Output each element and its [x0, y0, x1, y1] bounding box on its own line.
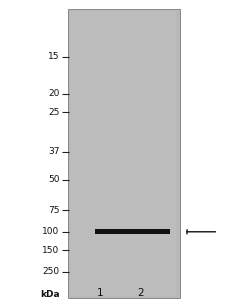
Text: kDa: kDa	[40, 290, 60, 299]
Text: 1: 1	[97, 288, 104, 298]
Text: 250: 250	[43, 267, 60, 276]
Text: 2: 2	[137, 288, 144, 298]
Bar	[68, 9, 180, 298]
Text: 15: 15	[48, 52, 60, 61]
Text: 25: 25	[48, 107, 60, 117]
Text: 37: 37	[48, 147, 60, 157]
Text: 50: 50	[48, 175, 60, 184]
Bar	[94, 229, 170, 234]
Text: 75: 75	[48, 206, 60, 215]
Bar	[117, 11, 176, 296]
Text: 20: 20	[48, 89, 60, 98]
Text: 100: 100	[42, 227, 60, 236]
Bar	[70, 11, 117, 296]
Text: 150: 150	[42, 246, 60, 255]
